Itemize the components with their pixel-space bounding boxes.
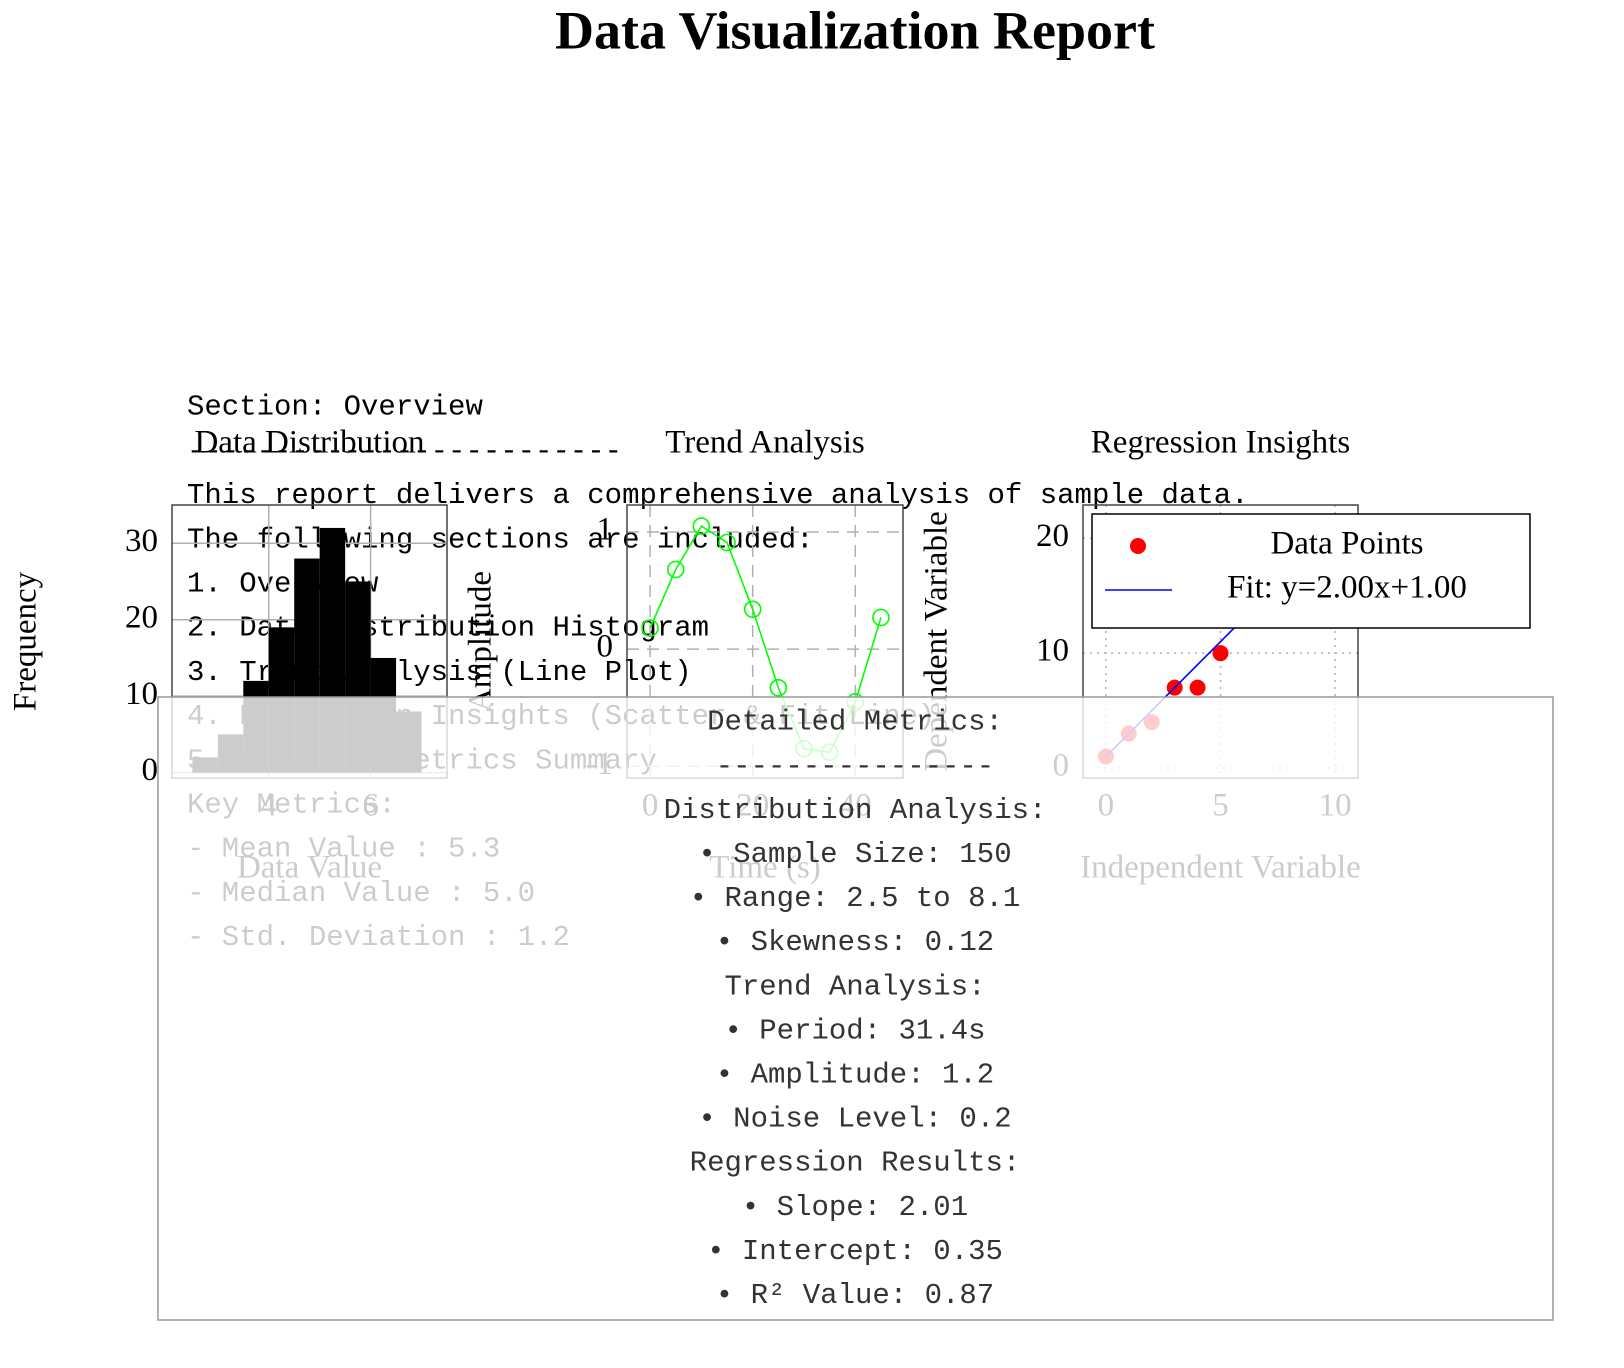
metrics-line: • Amplitude: 1.2 [716,1058,994,1091]
overview-line: Section: Overview [187,391,483,424]
report-title: Data Visualization Report [555,0,1155,60]
trend-marker [718,533,736,552]
metrics-line: • Period: 31.4s [724,1014,985,1047]
metrics-line: Detailed Metrics: [707,706,1003,739]
y-axis-label: Amplitude [463,571,499,712]
metrics-box [157,696,1554,1321]
trend-marker [743,600,762,619]
chart-title: Trend Analysis [665,425,865,461]
y-tick-label: 0 [597,629,614,665]
metrics-line: • Sample Size: 150 [698,838,1011,871]
metrics-line: • Slope: 2.01 [742,1191,968,1224]
y-tick-label: 10 [125,676,158,712]
chart-title: Regression Insights [1091,425,1350,461]
y-tick-label: 0 [142,752,159,788]
y-tick-label: 20 [125,599,158,635]
metrics-line: Trend Analysis: [724,970,985,1003]
legend-swatch [1130,538,1146,554]
trend-marker [692,517,711,535]
metrics-line: Regression Results: [690,1147,1021,1180]
legend-box [1091,513,1531,629]
chart-title: Data Distribution [194,425,424,461]
metrics-line: ---------------- [716,750,994,783]
trend-marker [641,619,659,637]
metrics-line: Distribution Analysis: [664,794,1047,827]
trend-marker [666,560,685,579]
y-tick-label: 10 [1036,633,1069,669]
y-tick-label: 30 [125,523,158,559]
overview-line: 2. Data Distribution Histogram [187,612,709,645]
trend-marker [769,678,788,697]
trend-marker [872,608,890,627]
metrics-line: • Intercept: 0.35 [707,1235,1003,1268]
overview-line: This report delivers a comprehensive ana… [187,479,1249,512]
y-axis-label: Frequency [8,571,44,711]
metrics-line: • R² Value: 0.87 [716,1279,994,1312]
y-tick-label: 1 [597,512,614,548]
legend-label: Fit: y=2.00x+1.00 [1227,570,1467,606]
y-tick-label: 20 [1036,518,1069,554]
legend-label: Data Points [1270,526,1423,562]
scatter-point [1212,645,1229,662]
metrics-line: • Skewness: 0.12 [716,926,994,959]
metrics-line: • Range: 2.5 to 8.1 [690,882,1021,915]
overview-line: ------------------------- [187,435,622,468]
metrics-line: • Noise Level: 0.2 [698,1103,1011,1136]
scatter-point [1189,679,1206,696]
